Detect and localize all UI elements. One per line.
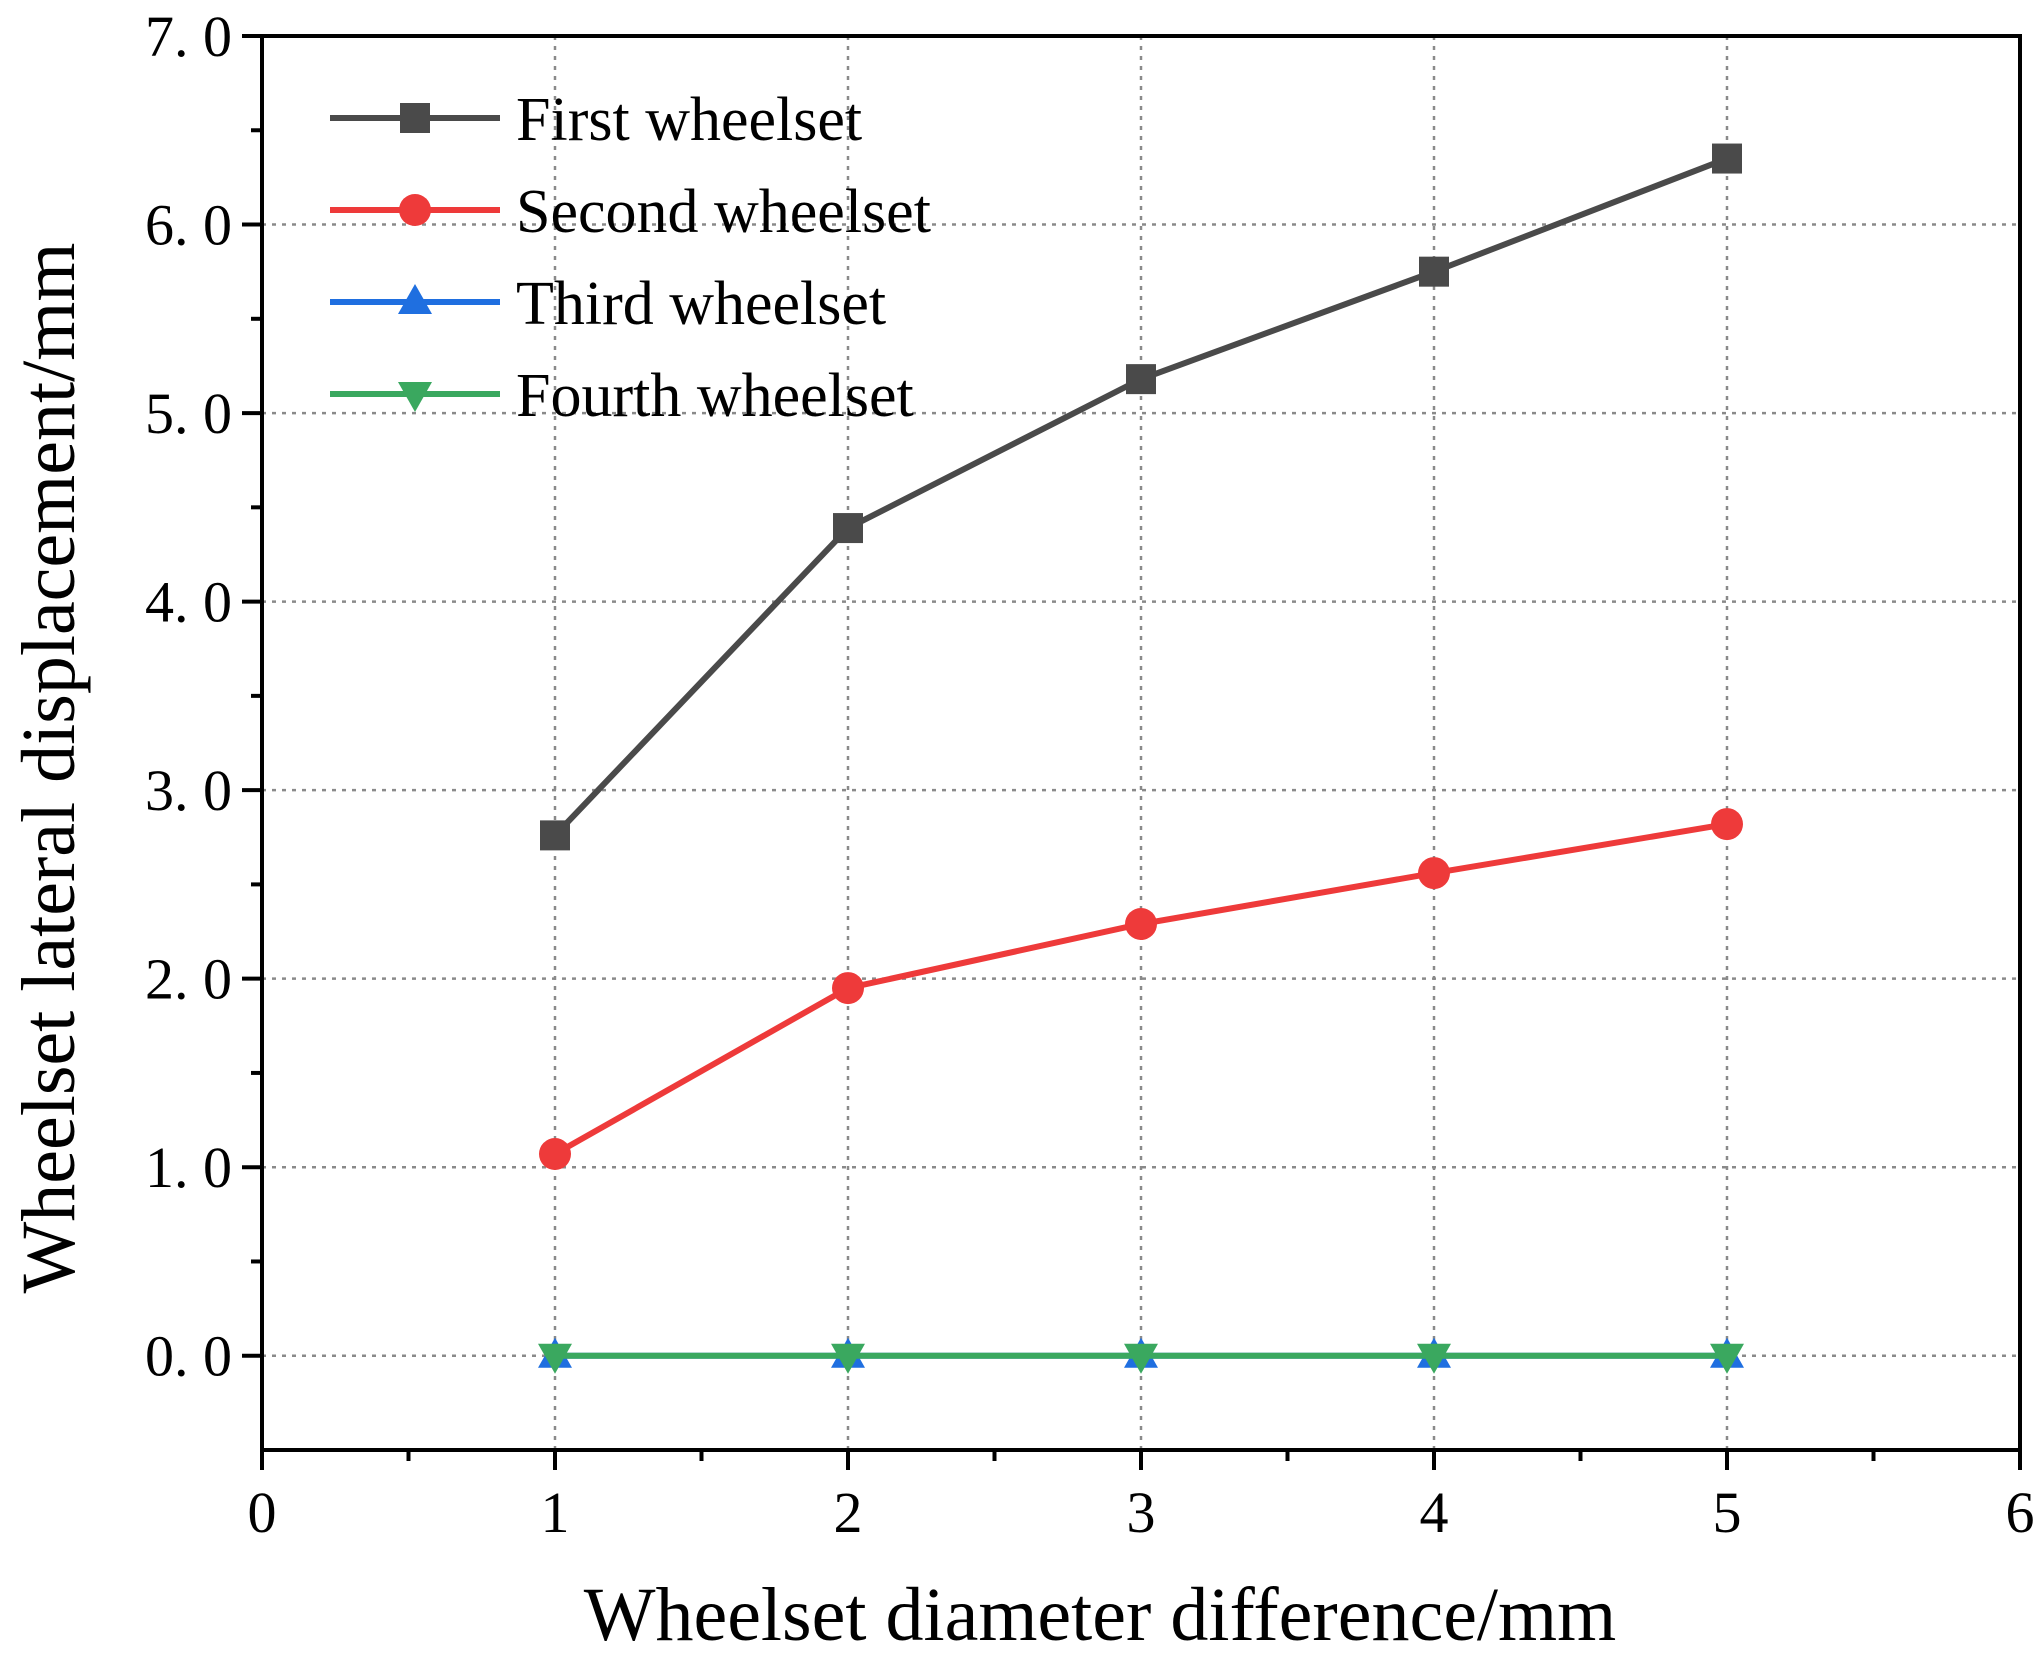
y-axis-title: Wheelset lateral displacement/mm (7, 243, 91, 1294)
x-tick-label: 1 (541, 1480, 570, 1545)
data-point (1711, 808, 1743, 841)
legend-entry: First wheelset (330, 86, 862, 154)
legend: First wheelset Second wheelset Third wheel… (330, 86, 931, 430)
x-tick-label: 4 (1420, 1480, 1449, 1545)
legend-label: First wheelset (516, 86, 862, 154)
y-tick-label: 7. 0 (145, 4, 232, 69)
axes (242, 34, 2022, 1470)
data-point (1417, 1343, 1451, 1374)
data-point (540, 820, 570, 851)
x-tick-label: 3 (1127, 1480, 1156, 1545)
y-tick-label: 2. 0 (145, 947, 232, 1012)
data-point (831, 1343, 865, 1374)
legend-marker (398, 382, 432, 412)
y-tick-label: 4. 0 (145, 570, 232, 635)
series-layer (538, 143, 1744, 1374)
legend-marker (400, 103, 430, 133)
y-tick-label: 0. 0 (145, 1324, 232, 1389)
y-tick-label: 6. 0 (145, 193, 232, 258)
series-first-wheelset (540, 143, 1742, 851)
legend-marker (398, 284, 432, 314)
tick-labels: 0 1 2 3 4 5 6 0. 0 1. 0 2. 0 3. 0 4. 0 5. 0 6. 0 7. 0 (145, 4, 2035, 1545)
y-tick-label: 3. 0 (145, 758, 232, 823)
data-point (1125, 907, 1157, 940)
data-point (1126, 364, 1156, 395)
x-tick-label: 2 (834, 1480, 863, 1545)
legend-label: Third wheelset (516, 270, 886, 338)
data-point (538, 1343, 572, 1374)
legend-entry: Second wheelset (330, 178, 931, 246)
x-tick-label: 6 (2006, 1480, 2035, 1545)
data-point (1712, 143, 1742, 174)
y-tick-label: 1. 0 (145, 1135, 232, 1200)
series-second-wheelset (539, 808, 1743, 1171)
legend-entry: Fourth wheelset (330, 362, 914, 430)
grid-lines (262, 36, 2020, 1450)
data-point (1710, 1343, 1744, 1374)
legend-entry: Third wheelset (330, 270, 886, 338)
data-point (833, 513, 863, 544)
data-point (1124, 1343, 1158, 1374)
series-fourth-wheelset (538, 1343, 1744, 1374)
data-point (832, 972, 864, 1005)
data-point (1419, 256, 1449, 287)
data-point (1418, 857, 1450, 890)
x-tick-label: 5 (1713, 1480, 1742, 1545)
x-axis-title: Wheelset diameter difference/mm (584, 1573, 1617, 1657)
data-point (539, 1138, 571, 1171)
legend-label: Second wheelset (516, 178, 931, 246)
legend-label: Fourth wheelset (516, 362, 914, 430)
legend-marker (399, 194, 431, 226)
x-tick-label: 0 (248, 1480, 277, 1545)
y-tick-label: 5. 0 (145, 381, 232, 446)
